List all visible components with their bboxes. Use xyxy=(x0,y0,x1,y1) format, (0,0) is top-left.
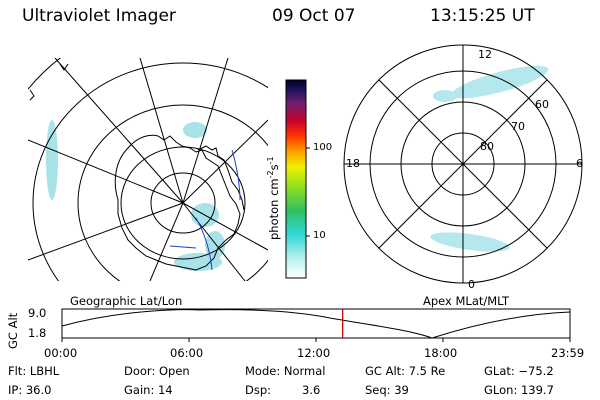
time-label: 13:15:25 UT xyxy=(430,6,535,26)
colorbar-tick-100: 100 xyxy=(313,142,333,153)
status-gain: Gain: 14 xyxy=(124,383,173,397)
altitude-ylabel: GC Alt xyxy=(6,312,20,349)
mlt-label-6: 6 xyxy=(576,157,583,170)
aurora-emission xyxy=(46,120,225,271)
mlt-label-0: 0 xyxy=(468,278,475,291)
time-tick-0000: 00:00 xyxy=(44,346,78,360)
altitude-plot xyxy=(61,308,571,342)
geographic-map xyxy=(28,58,268,281)
time-tick-1200: 12:00 xyxy=(297,346,331,360)
mlt-label-12: 12 xyxy=(478,48,492,61)
colorbar xyxy=(285,79,310,279)
mlat-label-80: 80 xyxy=(480,140,494,153)
coastline xyxy=(114,134,241,271)
status-mode: Mode: Normal xyxy=(245,364,326,378)
status-dsp-label: Dsp: xyxy=(245,383,272,397)
altitude-curve xyxy=(61,309,571,339)
colorbar-unit-label: photon cm-2s-1 xyxy=(266,156,281,240)
status-door: Door: Open xyxy=(124,364,190,378)
time-tick-2359: 23:59 xyxy=(551,346,585,360)
time-tick-1800: 18:00 xyxy=(424,346,458,360)
status-glon: GLon: 139.7 xyxy=(484,383,554,397)
altitude-ytick-low: 1.8 xyxy=(28,326,47,340)
mlt-label-18: 18 xyxy=(346,157,360,170)
time-tick-0600: 06:00 xyxy=(170,346,204,360)
colorbar-tick-10: 10 xyxy=(313,230,326,241)
status-filter: Flt: LBHL xyxy=(8,364,60,378)
status-glat: GLat: −75.2 xyxy=(484,364,554,378)
mlat-label-60: 60 xyxy=(535,98,549,111)
mlat-label-70: 70 xyxy=(511,120,525,133)
date-label: 09 Oct 07 xyxy=(272,6,356,26)
coast-blue xyxy=(169,149,241,271)
aurora-oval xyxy=(430,65,549,252)
polar-plot xyxy=(343,44,583,284)
status-seq: Seq: 39 xyxy=(365,383,409,397)
altitude-ytick-high: 9.0 xyxy=(28,306,47,320)
ice-shelf xyxy=(197,145,245,211)
right-panel-caption: Apex MLat/MLT xyxy=(423,294,510,308)
status-ip: IP: 36.0 xyxy=(8,383,52,397)
app-title: Ultraviolet Imager xyxy=(22,6,176,26)
left-panel-caption: Geographic Lat/Lon xyxy=(70,294,183,308)
status-gc-alt: GC Alt: 7.5 Re xyxy=(365,364,446,378)
status-dsp-value: 3.6 xyxy=(302,383,321,397)
